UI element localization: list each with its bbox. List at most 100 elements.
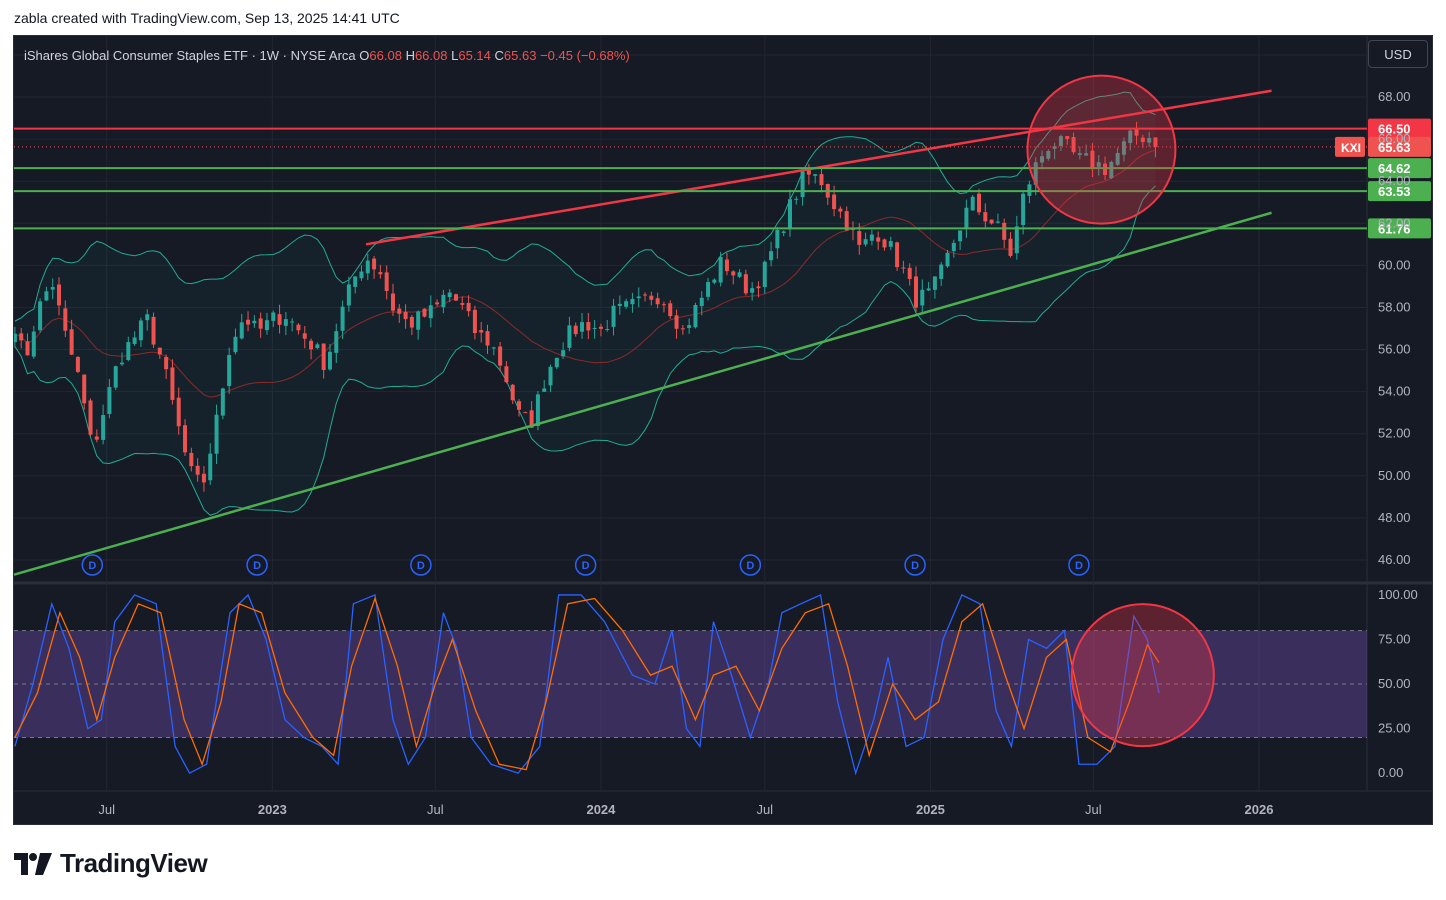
candle-body bbox=[145, 314, 150, 321]
candle-body bbox=[19, 333, 24, 341]
level-tag bbox=[1368, 118, 1431, 139]
candle-body bbox=[838, 208, 843, 212]
candle-body bbox=[548, 366, 553, 386]
candle-body bbox=[857, 231, 862, 245]
dividend-label: D bbox=[1075, 560, 1083, 572]
candle-body bbox=[283, 319, 288, 326]
candle-body bbox=[1128, 130, 1133, 143]
chart-canvas[interactable]: 66.50 64.62 63.53 61.76 65.63 KXI D D D D D D D 46.00… bbox=[14, 36, 1432, 824]
price-tick-label: 54.00 bbox=[1378, 384, 1411, 399]
candle-body bbox=[82, 374, 87, 404]
candle-body bbox=[535, 394, 540, 427]
candle-body bbox=[882, 239, 887, 248]
date-tick-label: Jul bbox=[756, 802, 773, 817]
bollinger-basis bbox=[14, 149, 1156, 398]
candle-body bbox=[1121, 141, 1126, 155]
candle-body bbox=[977, 193, 982, 213]
dividend-marker bbox=[81, 554, 104, 576]
candle-body bbox=[460, 303, 465, 305]
stoch-d-line bbox=[14, 596, 1160, 771]
candle-body bbox=[580, 322, 585, 332]
candle-body bbox=[624, 301, 629, 307]
candle-body bbox=[510, 384, 515, 401]
candle-body bbox=[983, 212, 988, 222]
dividend-marker bbox=[1068, 554, 1090, 576]
candle-body bbox=[88, 400, 93, 435]
candle-body bbox=[869, 234, 874, 241]
candle-body bbox=[441, 294, 446, 308]
candle-body bbox=[151, 316, 156, 345]
candle-body bbox=[1065, 136, 1070, 140]
candle-body bbox=[920, 289, 925, 306]
candle-body bbox=[611, 305, 616, 327]
candle-body bbox=[756, 286, 761, 289]
chart-frame[interactable]: 66.50 64.62 63.53 61.76 65.63 KXI D D D D D D D 46.00… bbox=[13, 35, 1433, 825]
candle-body bbox=[504, 366, 509, 383]
date-tick-label: 2025 bbox=[916, 802, 945, 817]
candle-body bbox=[113, 366, 118, 388]
candle-body bbox=[138, 320, 143, 341]
candle-body bbox=[271, 312, 276, 321]
candle-body bbox=[819, 174, 824, 186]
currency-button[interactable]: USD bbox=[1368, 40, 1428, 68]
candle-body bbox=[176, 397, 181, 427]
stoch-tick-label: 25.00 bbox=[1378, 721, 1411, 736]
candle-body bbox=[907, 267, 912, 279]
candle-body bbox=[794, 198, 799, 200]
date-tick-label: 2024 bbox=[586, 802, 616, 817]
candle-body bbox=[699, 297, 704, 307]
last-price-label: 65.63 bbox=[1378, 140, 1411, 155]
candle-body bbox=[1014, 226, 1019, 254]
candle-body bbox=[44, 291, 49, 301]
dividend-marker bbox=[246, 554, 268, 576]
stoch-highlight-circle bbox=[1070, 603, 1215, 748]
candle-body bbox=[479, 330, 484, 333]
candle-body bbox=[170, 367, 175, 400]
candle-body bbox=[989, 219, 994, 224]
candle-body bbox=[661, 304, 666, 306]
candle-body bbox=[1040, 156, 1045, 163]
price-tick-label: 50.00 bbox=[1378, 468, 1411, 483]
candle-body bbox=[914, 276, 918, 308]
candle-body bbox=[378, 272, 383, 275]
candle-body bbox=[101, 415, 106, 440]
candle-body bbox=[674, 315, 679, 329]
tradingview-logo[interactable]: TradingView bbox=[14, 848, 208, 879]
candle-body bbox=[655, 298, 660, 305]
candle-body bbox=[554, 357, 559, 368]
candle-body bbox=[372, 258, 377, 270]
candle-body bbox=[964, 207, 969, 228]
candle-body bbox=[517, 401, 522, 410]
candle-body bbox=[50, 287, 55, 290]
date-tick-label: 2026 bbox=[1245, 802, 1274, 817]
dividend-marker bbox=[410, 554, 432, 576]
candle-body bbox=[750, 288, 755, 293]
date-tick-label: 2023 bbox=[258, 802, 287, 817]
candle-body bbox=[466, 302, 471, 312]
candle-body bbox=[409, 316, 414, 328]
candle-body bbox=[120, 362, 125, 365]
candle-body bbox=[397, 308, 402, 314]
candle-body bbox=[863, 239, 868, 245]
candle-body bbox=[649, 295, 654, 300]
candle-body bbox=[1002, 222, 1007, 240]
candle-body bbox=[901, 267, 906, 269]
candle-body bbox=[346, 284, 351, 306]
stoch-tick-label: 100.00 bbox=[1378, 587, 1418, 602]
level-tag bbox=[1368, 218, 1431, 239]
candle-body bbox=[1140, 137, 1145, 143]
tradingview-wordmark: TradingView bbox=[60, 848, 208, 878]
candle-body bbox=[472, 309, 477, 334]
candle-body bbox=[876, 237, 881, 242]
support-trendline bbox=[14, 211, 1272, 576]
candle-body bbox=[453, 294, 458, 301]
candles bbox=[14, 121, 1158, 492]
candle-body bbox=[888, 241, 893, 247]
candle-body bbox=[995, 221, 1000, 223]
candle-body bbox=[800, 171, 805, 198]
candle-body bbox=[832, 194, 837, 210]
candle-body bbox=[491, 347, 496, 349]
candle-body bbox=[327, 351, 332, 370]
candle-body bbox=[775, 230, 780, 249]
candle-body bbox=[1021, 193, 1026, 225]
